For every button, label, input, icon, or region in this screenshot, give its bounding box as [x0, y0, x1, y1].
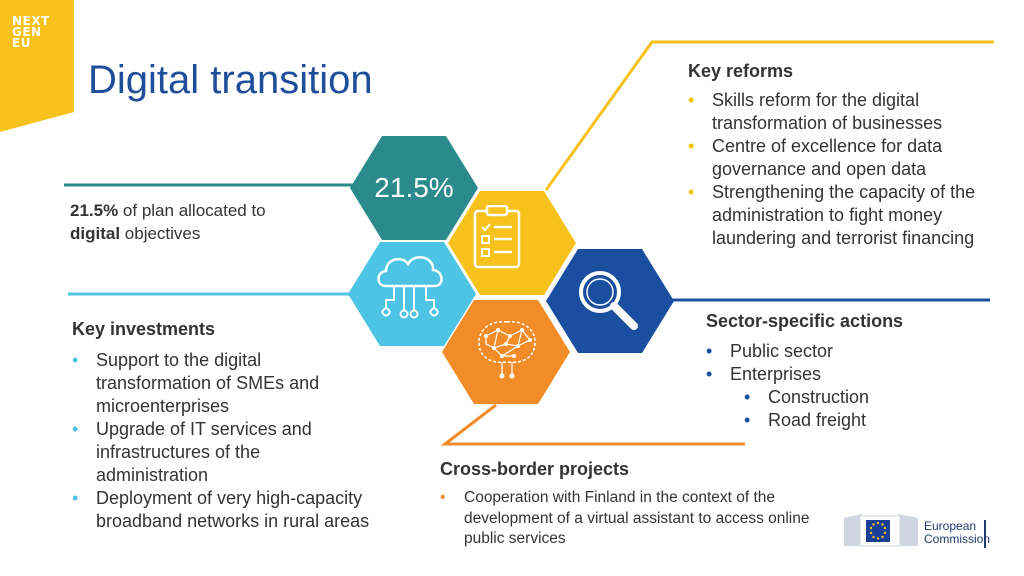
european-commission-logo: European Commission — [842, 506, 990, 553]
ec-wordmark: European Commission — [924, 519, 991, 546]
magnifier-icon — [579, 271, 638, 330]
page-title: Digital transition — [88, 58, 373, 102]
percentage-hexagon-value: 21.5% — [374, 172, 454, 203]
key-investments-section: Key investments Support to the digital t… — [72, 318, 372, 533]
list-item: Support to the digital transformation of… — [72, 349, 372, 418]
sector-actions-heading: Sector-specific actions — [706, 311, 904, 331]
hexagon-teal — [350, 136, 478, 240]
ec-building-icon — [844, 514, 918, 547]
list-item: Skills reform for the digital transforma… — [688, 89, 1008, 135]
list-item: Strengthening the capacity of the admini… — [688, 181, 1008, 250]
hexagon-yellow — [448, 191, 576, 295]
hexagon-orange — [442, 300, 570, 404]
hexagon-cyan — [348, 242, 476, 346]
key-reforms-section: Key reforms Skills reform for the digita… — [688, 60, 1008, 250]
clipboard-checklist-icon — [473, 205, 521, 269]
percentage-description: 21.5% of plan allocated to digital objec… — [70, 201, 266, 243]
cross-border-heading: Cross-border projects — [440, 459, 630, 479]
ai-brain-icon — [478, 321, 536, 379]
list-item: Deployment of very high-capacity broadba… — [72, 487, 372, 533]
list-item: Construction — [744, 386, 1006, 409]
list-item: Upgrade of IT services and infrastructur… — [72, 418, 372, 487]
ec-divider — [984, 520, 986, 548]
list-item: Enterprises — [706, 363, 1006, 386]
list-item: Road freight — [744, 409, 1006, 432]
key-investments-heading: Key investments — [72, 319, 216, 339]
key-reforms-heading: Key reforms — [688, 61, 794, 81]
nextgeneu-logo-badge — [0, 0, 74, 132]
cross-border-section: Cross-border projects Cooperation with F… — [440, 459, 820, 550]
sector-actions-section: Sector-specific actions Public sector En… — [706, 310, 1006, 432]
list-item: Public sector — [706, 340, 1006, 363]
cloud-circuit-icon — [377, 256, 443, 319]
list-item: Centre of excellence for data governance… — [688, 135, 1008, 181]
nextgeneu-logo: NEXT GEN EU — [12, 14, 50, 50]
list-item: Cooperation with Finland in the context … — [440, 488, 820, 550]
